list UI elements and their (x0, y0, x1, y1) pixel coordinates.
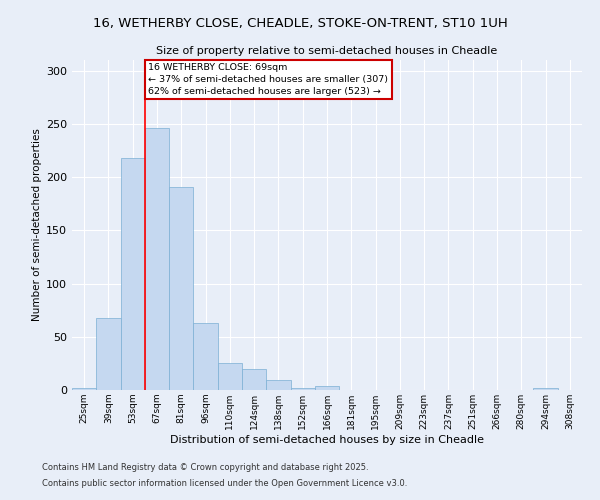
Bar (315, 386, 339, 390)
Bar (533, 388, 558, 390)
Text: 16 WETHERBY CLOSE: 69sqm
← 37% of semi-detached houses are smaller (307)
62% of : 16 WETHERBY CLOSE: 69sqm ← 37% of semi-d… (149, 63, 389, 96)
Bar (290, 388, 315, 390)
Text: Contains public sector information licensed under the Open Government Licence v3: Contains public sector information licen… (42, 478, 407, 488)
X-axis label: Distribution of semi-detached houses by size in Cheadle: Distribution of semi-detached houses by … (170, 434, 484, 444)
Title: Size of property relative to semi-detached houses in Cheadle: Size of property relative to semi-detach… (157, 46, 497, 56)
Bar (266, 380, 290, 390)
Bar (145, 128, 169, 390)
Bar (121, 158, 145, 390)
Text: 16, WETHERBY CLOSE, CHEADLE, STOKE-ON-TRENT, ST10 1UH: 16, WETHERBY CLOSE, CHEADLE, STOKE-ON-TR… (92, 18, 508, 30)
Bar (169, 186, 193, 390)
Bar (242, 368, 266, 390)
Bar (96, 318, 121, 390)
Text: Contains HM Land Registry data © Crown copyright and database right 2025.: Contains HM Land Registry data © Crown c… (42, 464, 368, 472)
Bar (218, 364, 242, 390)
Y-axis label: Number of semi-detached properties: Number of semi-detached properties (32, 128, 42, 322)
Bar (72, 388, 96, 390)
Bar (193, 323, 218, 390)
